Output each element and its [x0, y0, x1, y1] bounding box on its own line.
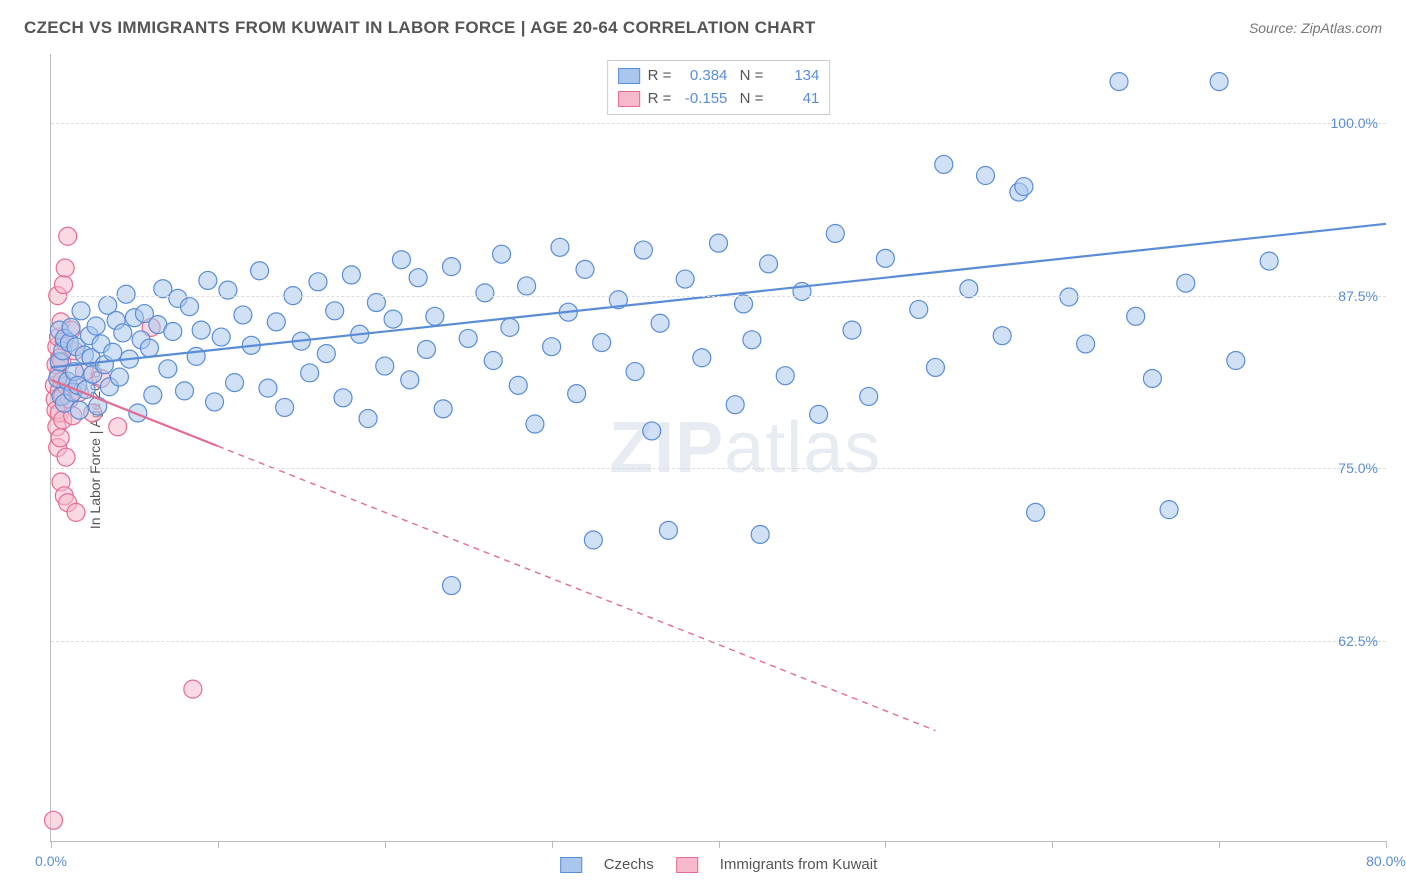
y-tick-label: 62.5% [1338, 633, 1378, 649]
stats-legend-box: R = 0.384 N = 134 R = -0.155 N = 41 [607, 60, 831, 115]
x-tick-label: 0.0% [35, 853, 67, 869]
x-tick [1219, 841, 1220, 848]
bottom-legend: Czechs Immigrants from Kuwait [560, 856, 878, 873]
stats-row-czechs: R = 0.384 N = 134 [618, 65, 820, 88]
y-tick-label: 87.5% [1338, 288, 1378, 304]
y-tick-label: 75.0% [1338, 460, 1378, 476]
stat-n-czechs: 134 [771, 65, 819, 88]
gridline-h [51, 468, 1386, 469]
x-tick-label: 80.0% [1366, 853, 1406, 869]
gridline-h [51, 641, 1386, 642]
stat-r-kuwait: -0.155 [679, 88, 727, 111]
legend-label-czechs: Czechs [604, 856, 654, 873]
stat-n-kuwait: 41 [771, 88, 819, 111]
source-attribution: Source: ZipAtlas.com [1249, 20, 1382, 36]
plot-svg [51, 54, 1386, 841]
stat-label-n: N = [735, 65, 763, 88]
x-tick [885, 841, 886, 848]
chart-title: CZECH VS IMMIGRANTS FROM KUWAIT IN LABOR… [24, 18, 816, 38]
stat-r-czechs: 0.384 [679, 65, 727, 88]
x-tick [719, 841, 720, 848]
stat-label-n: N = [735, 88, 763, 111]
x-tick [1386, 841, 1387, 848]
gridline-h [51, 296, 1386, 297]
legend-label-kuwait: Immigrants from Kuwait [720, 856, 878, 873]
stat-label-r: R = [648, 88, 672, 111]
legend-swatch-kuwait [676, 857, 698, 873]
x-tick [51, 841, 52, 848]
x-tick [552, 841, 553, 848]
x-tick [385, 841, 386, 848]
swatch-czechs [618, 68, 640, 84]
chart-area: ZIPatlas R = 0.384 N = 134 R = -0.155 N … [50, 54, 1386, 842]
stat-label-r: R = [648, 65, 672, 88]
swatch-kuwait [618, 91, 640, 107]
x-tick [218, 841, 219, 848]
gridline-h [51, 123, 1386, 124]
stats-row-kuwait: R = -0.155 N = 41 [618, 88, 820, 111]
legend-swatch-czechs [560, 857, 582, 873]
y-tick-label: 100.0% [1331, 115, 1378, 131]
title-bar: CZECH VS IMMIGRANTS FROM KUWAIT IN LABOR… [24, 18, 1382, 38]
x-tick [1052, 841, 1053, 848]
